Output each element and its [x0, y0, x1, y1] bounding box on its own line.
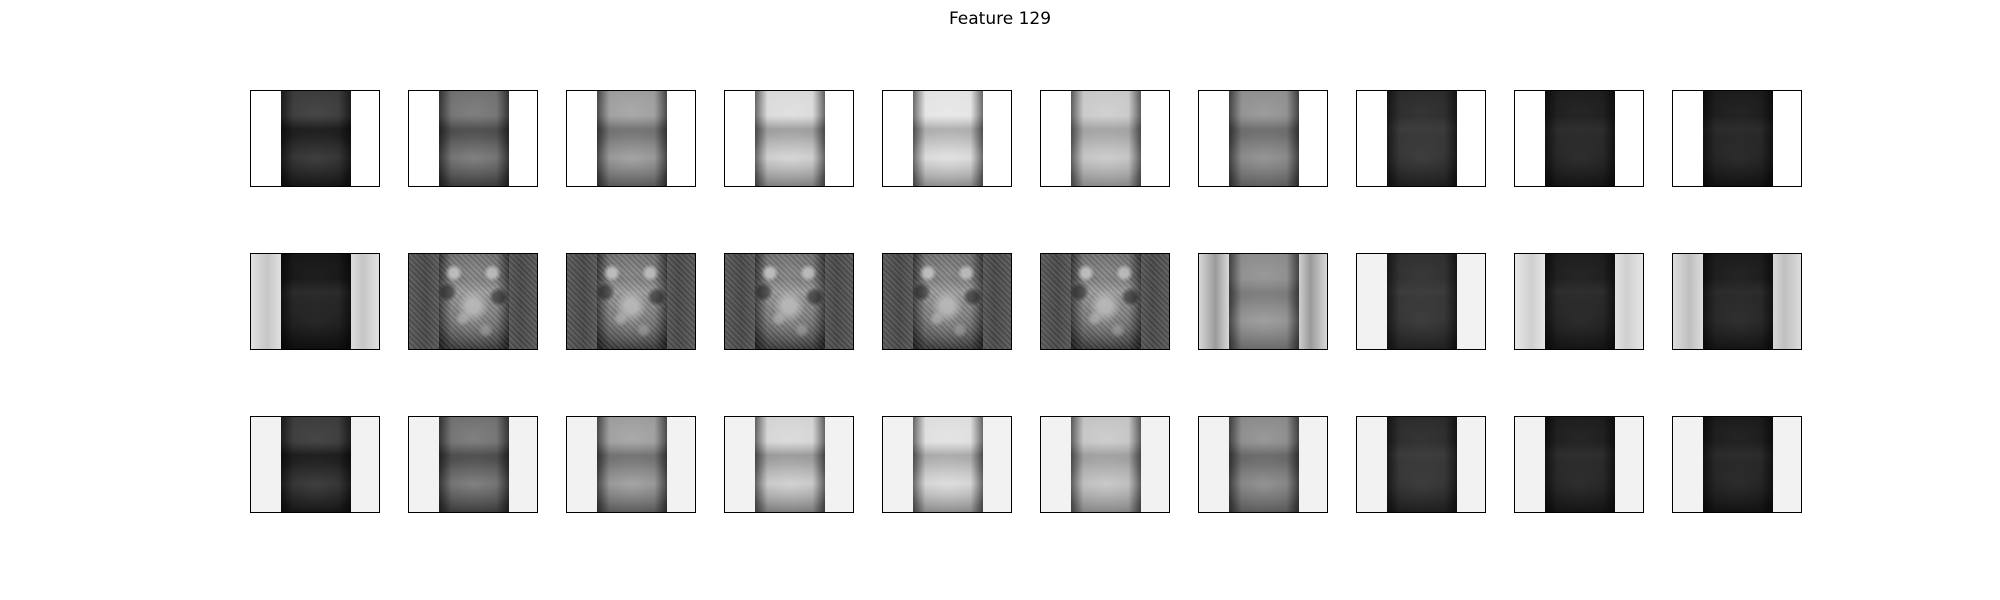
- feature-map-panel: [724, 416, 854, 513]
- feature-map-strip: [755, 417, 825, 512]
- feature-map-edge: [1357, 254, 1387, 349]
- feature-map-strip: [1703, 91, 1773, 186]
- figure-title: Feature 129: [948, 9, 1052, 29]
- feature-map-texture: [725, 254, 853, 349]
- feature-row-2: [250, 253, 1802, 351]
- feature-map-panel: [1514, 253, 1644, 350]
- feature-map-strip: [597, 91, 667, 186]
- feature-map-strip: [439, 91, 509, 186]
- feature-map-edge: [1515, 254, 1545, 349]
- feature-map-texture: [409, 254, 537, 349]
- feature-map-edge: [349, 254, 379, 349]
- feature-map-panel: [1356, 90, 1486, 187]
- feature-map-strip: [281, 91, 351, 186]
- feature-map-panel: [882, 416, 1012, 513]
- feature-map-panel: [724, 90, 854, 187]
- feature-map-strip: [913, 417, 983, 512]
- feature-map-panel: [1514, 90, 1644, 187]
- feature-map-panel: [408, 90, 538, 187]
- feature-map-panel: [1356, 253, 1486, 350]
- feature-map-panel: [724, 253, 854, 350]
- feature-map-panel: [1356, 416, 1486, 513]
- feature-map-strip: [1703, 417, 1773, 512]
- feature-map-edge: [1613, 254, 1643, 349]
- feature-map-texture: [567, 254, 695, 349]
- feature-map-panel: [882, 90, 1012, 187]
- feature-map-panel: [1198, 416, 1328, 513]
- feature-map-edge: [1455, 254, 1485, 349]
- feature-map-strip: [1703, 254, 1773, 349]
- feature-map-panel: [1040, 253, 1170, 350]
- feature-map-strip: [1229, 91, 1299, 186]
- feature-map-panel: [1040, 90, 1170, 187]
- feature-map-strip: [1387, 417, 1457, 512]
- feature-map-panel: [1040, 416, 1170, 513]
- feature-map-panel: [1198, 90, 1328, 187]
- feature-map-strip: [1545, 254, 1615, 349]
- feature-map-strip: [1387, 254, 1457, 349]
- feature-map-strip: [913, 91, 983, 186]
- feature-map-strip: [1229, 417, 1299, 512]
- feature-row-3: [250, 416, 1802, 514]
- feature-map-strip: [597, 417, 667, 512]
- feature-map-strip: [1071, 91, 1141, 186]
- feature-map-edge: [1199, 254, 1229, 349]
- feature-map-texture: [883, 254, 1011, 349]
- feature-map-strip: [281, 417, 351, 512]
- feature-map-panel: [1198, 253, 1328, 350]
- feature-map-panel: [250, 416, 380, 513]
- feature-map-strip: [281, 254, 351, 349]
- feature-map-panel: [1514, 416, 1644, 513]
- feature-map-strip: [1387, 91, 1457, 186]
- feature-map-panel: [250, 253, 380, 350]
- feature-map-strip: [1229, 254, 1299, 349]
- feature-map-panel: [408, 416, 538, 513]
- feature-map-panel: [250, 90, 380, 187]
- feature-map-strip: [755, 91, 825, 186]
- feature-row-1: [250, 90, 1802, 188]
- feature-map-panel: [1672, 253, 1802, 350]
- feature-map-strip: [439, 417, 509, 512]
- feature-map-panel: [1672, 416, 1802, 513]
- feature-map-texture: [1041, 254, 1169, 349]
- feature-map-panel: [566, 90, 696, 187]
- feature-map-edge: [251, 254, 281, 349]
- feature-map-edge: [1673, 254, 1703, 349]
- feature-map-panel: [408, 253, 538, 350]
- feature-map-grid: [250, 90, 1802, 516]
- feature-map-panel: [566, 253, 696, 350]
- feature-map-panel: [882, 253, 1012, 350]
- feature-map-strip: [1071, 417, 1141, 512]
- feature-map-panel: [566, 416, 696, 513]
- feature-map-edge: [1297, 254, 1327, 349]
- feature-map-strip: [1545, 91, 1615, 186]
- feature-map-edge: [1771, 254, 1801, 349]
- feature-map-panel: [1672, 90, 1802, 187]
- feature-map-strip: [1545, 417, 1615, 512]
